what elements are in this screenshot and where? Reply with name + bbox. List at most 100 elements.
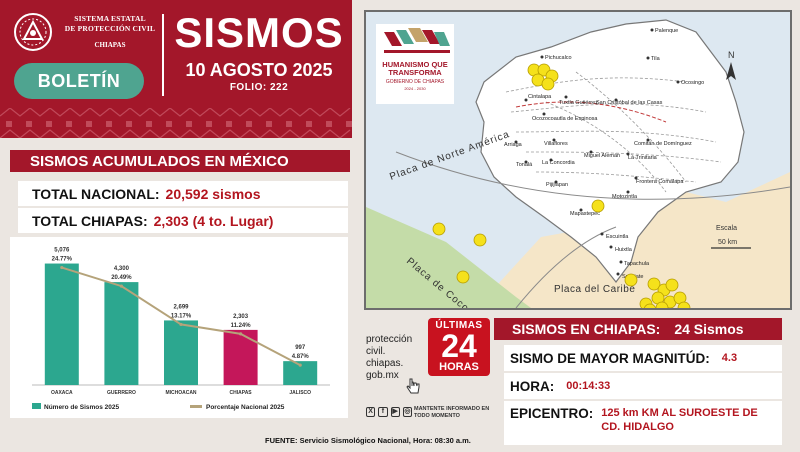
plate-boundary <box>515 226 617 308</box>
cocos-plate-area <box>366 207 531 308</box>
city-label: Ocosingo <box>681 80 704 86</box>
civil-protection-seal-icon <box>14 13 52 51</box>
total-nacional-row: TOTAL NACIONAL: 20,592 sismos <box>18 181 348 206</box>
total-chiapas-label: TOTAL CHIAPAS: <box>32 212 148 229</box>
epicenter-marker <box>647 277 661 291</box>
trench-line <box>395 151 790 200</box>
page-title: SISMOS <box>174 9 344 56</box>
logo-text: HUMANISMO QUE TRANSFORMA <box>382 60 448 77</box>
city-label: Motozintla <box>612 194 638 200</box>
city-label: Ocozocoautla de Espinosa <box>532 116 598 122</box>
epicenter-markers <box>432 63 691 308</box>
epicenter-label: EPICENTRO: <box>510 406 594 421</box>
chart-category-label: JALISCO <box>289 390 311 396</box>
epicenter-row: EPICENTRO: 125 km KM AL SUROESTE DE CD. … <box>504 401 782 445</box>
city-label: Frontera Comalapa <box>636 179 684 185</box>
chart-percent-label: 4.87% <box>292 354 310 360</box>
chart-percent-point <box>179 322 183 327</box>
chart-value-label: 997 <box>295 345 306 351</box>
website-link[interactable]: protección civil. chiapas. gob.mx <box>366 334 413 381</box>
pointer-hand-icon <box>406 378 420 394</box>
city-label: Tapachula <box>624 261 650 267</box>
city-label: Mapastepec <box>570 211 600 217</box>
badge-number: 24 <box>441 328 477 364</box>
chart-percent-point <box>298 363 302 367</box>
government-logo: HUMANISMO QUE TRANSFORMA GOBIERNO DE CHI… <box>376 24 454 104</box>
total-chiapas-value: 2,303 (4 to. Lugar) <box>153 212 274 229</box>
epicenter-marker <box>655 301 669 308</box>
epicenter-marker <box>432 222 446 236</box>
city-label: San Cristóbal de las Casas <box>596 100 663 106</box>
badge-ultimas: ÚLTIMAS <box>435 320 483 331</box>
chart-category-label: OAXACA <box>51 390 73 396</box>
youtube-icon[interactable]: ▶ <box>390 407 400 417</box>
legend-bar-label: Número de Sismos 2025 <box>44 404 120 411</box>
chart-category-label: CHIAPAS <box>230 390 253 396</box>
highway-line <box>515 101 667 123</box>
city-label: Tonalá <box>516 162 533 168</box>
accumulated-section-title: SISMOS ACUMULADOS EN MÉXICO <box>10 150 350 172</box>
epicenter-marker <box>643 303 657 308</box>
chart-percent-point <box>239 332 243 336</box>
city-label: La Trinitaria <box>628 155 658 161</box>
time-row: HORA: 00:14:33 <box>504 373 782 399</box>
epicenter-marker <box>624 273 638 287</box>
total-nacional-label: TOTAL NACIONAL: <box>32 185 160 202</box>
facebook-icon[interactable]: f <box>378 407 388 417</box>
city-label: Tila <box>651 56 661 62</box>
total-chiapas-row: TOTAL CHIAPAS: 2,303 (4 to. Lugar) <box>18 208 348 233</box>
source-footer: FUENTE: Servicio Sismológico Nacional, H… <box>265 436 471 445</box>
city-label: Huixtla <box>615 247 633 253</box>
chart-percent-label: 20.49% <box>111 275 132 281</box>
chart-value-label: 2,699 <box>173 304 189 310</box>
svg-text:N: N <box>728 50 735 60</box>
badge-horas: HORAS <box>439 361 479 373</box>
bulletin-header: SISTEMA ESTATAL DE PROTECCIÓN CIVIL CHIA… <box>0 0 352 138</box>
chiapas-map: Palenque Pichucalco Tila Ocosingo Cintal… <box>364 10 792 310</box>
total-nacional-value: 20,592 sismos <box>165 185 261 202</box>
city-label: Escuintla <box>606 234 629 240</box>
svg-text:Escala: Escala <box>716 225 737 232</box>
max-magnitude-value: 4.3 <box>721 352 738 364</box>
x-icon[interactable]: X <box>366 407 376 417</box>
map-scale: Escala 50 km <box>711 225 751 249</box>
city-label: Pichucalco <box>545 55 572 61</box>
bulletin-label: BOLETÍN <box>14 63 144 99</box>
chiapas-section-title: SISMOS EN CHIAPAS: 24 Sismos <box>494 318 782 340</box>
city-markers <box>514 28 680 276</box>
chart-percent-point <box>119 284 123 288</box>
bulletin-date: 10 AGOSTO 2025 <box>185 60 333 80</box>
city-labels: Palenque Pichucalco Tila Ocosingo Cintal… <box>504 28 704 280</box>
chart-canvas: 5,076 24.77% OAXACA 4,300 20.49% GUERRERO 2,69… <box>32 248 330 411</box>
city-label: Tuxtla Gutiérrez <box>559 100 598 106</box>
chiapas-count: 24 Sismos <box>674 321 744 337</box>
logo-period: 2024 - 2030 <box>404 86 426 91</box>
fault-lines <box>505 71 722 193</box>
epicenter-marker <box>541 77 555 91</box>
city-label: Cintalapa <box>528 94 552 100</box>
city-label: La Concordia <box>542 160 576 166</box>
city-label: Pijijiapan <box>546 182 568 188</box>
instagram-icon[interactable]: ◎ <box>402 407 412 417</box>
legend-bar-swatch <box>32 403 41 409</box>
chart-bar <box>164 320 198 385</box>
city-label: Villaflores <box>544 141 568 147</box>
epicenter-marker <box>591 199 605 213</box>
chart-bar <box>44 263 79 385</box>
institution-state: CHIAPAS <box>94 41 126 49</box>
logo-government-name: GOBIERNO DE CHIAPAS <box>385 79 445 85</box>
chart-percent-label: 11.24% <box>231 323 252 329</box>
chart-percent-label: 13.17% <box>171 313 192 319</box>
chart-bar <box>283 361 318 385</box>
bulletin-folio: FOLIO: 222 <box>229 82 289 93</box>
city-label: Comitán de Domínguez <box>634 141 692 147</box>
svg-text:50 km: 50 km <box>718 239 737 246</box>
chart-bar <box>223 329 258 385</box>
last-24-hours-badge: ÚLTIMAS 24 HORAS <box>428 318 490 376</box>
epicenter-value: 125 km KM AL SUROESTE DE CD. HIDALGO <box>601 407 758 433</box>
city-label: Miguel Alemán <box>584 153 620 159</box>
legend-line-swatch <box>190 405 202 408</box>
epicenter-marker <box>665 278 679 292</box>
plate-caribe-label: Placa del Caribe <box>554 284 635 295</box>
chart-category-label: MICHOACAN <box>165 390 196 396</box>
